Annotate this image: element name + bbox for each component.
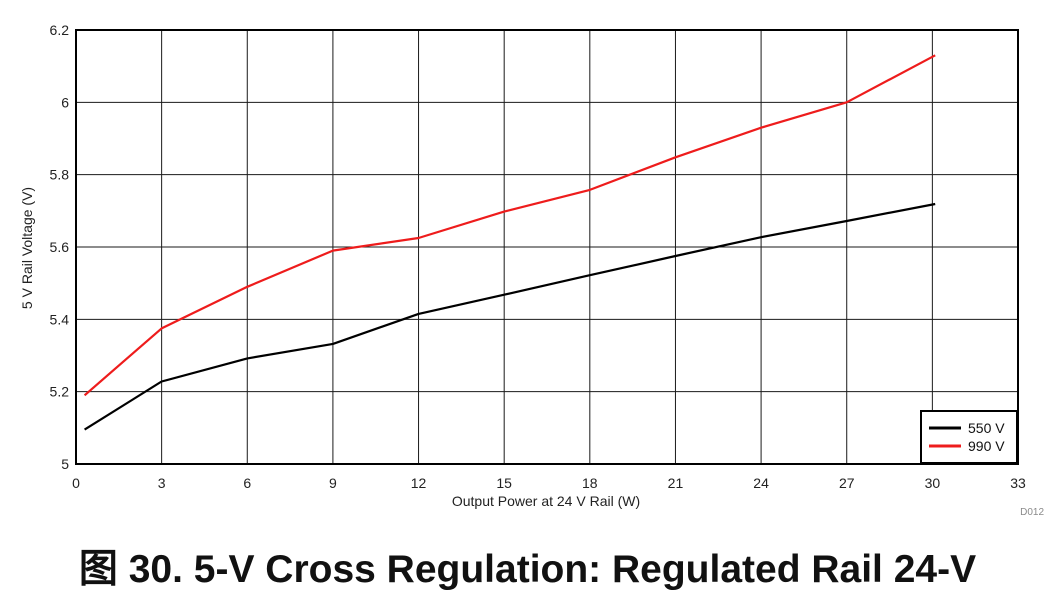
- y-tick-label: 5: [61, 456, 69, 472]
- plot-frame: [75, 29, 1019, 465]
- x-tick-label: 0: [72, 475, 80, 491]
- x-tick-label: 24: [753, 475, 769, 491]
- series-line: [84, 202, 936, 431]
- x-tick-label: 33: [1010, 475, 1026, 491]
- figure-id: D012: [1020, 507, 1044, 518]
- chart: 0 3 6 9 12 15 18 21 24 27 30 33 5 5.2 5.4 5.6 5.8 6 6.2 Ou…: [19, 22, 1044, 518]
- legend: 550 V 990 V: [920, 410, 1018, 464]
- x-tick-label: 9: [329, 475, 337, 491]
- y-tick-label: 5.8: [50, 167, 70, 183]
- y-tick-label: 6: [61, 94, 69, 110]
- x-tick-label: 3: [158, 475, 166, 491]
- x-tick-label: 21: [668, 475, 684, 491]
- x-tick-label: 6: [243, 475, 251, 491]
- series-line: [83, 54, 936, 397]
- legend-label: 990 V: [968, 438, 1005, 454]
- x-axis-label: Output Power at 24 V Rail (W): [452, 493, 640, 509]
- x-tick-label: 15: [496, 475, 512, 491]
- x-tick-label: 30: [925, 475, 941, 491]
- y-tick-label: 5.2: [50, 384, 70, 400]
- y-tick-label: 6.2: [50, 22, 70, 38]
- y-tick-label: 5.6: [50, 239, 70, 255]
- y-tick-label: 5.4: [50, 311, 70, 327]
- x-tick-label: 18: [582, 475, 598, 491]
- legend-label: 550 V: [968, 420, 1005, 436]
- y-axis-label: 5 V Rail Voltage (V): [19, 187, 35, 309]
- tick-labels: 0 3 6 9 12 15 18 21 24 27 30 33 5 5.2 5.4 5.6 5.8 6 6.2: [50, 22, 1026, 491]
- legend-box: [920, 410, 1018, 464]
- chart-title: 图 30. 5-V Cross Regulation: Regulated Ra…: [78, 548, 977, 591]
- series-lines: [83, 54, 936, 431]
- grid: [76, 30, 1018, 464]
- x-tick-label: 27: [839, 475, 855, 491]
- x-tick-label: 12: [411, 475, 427, 491]
